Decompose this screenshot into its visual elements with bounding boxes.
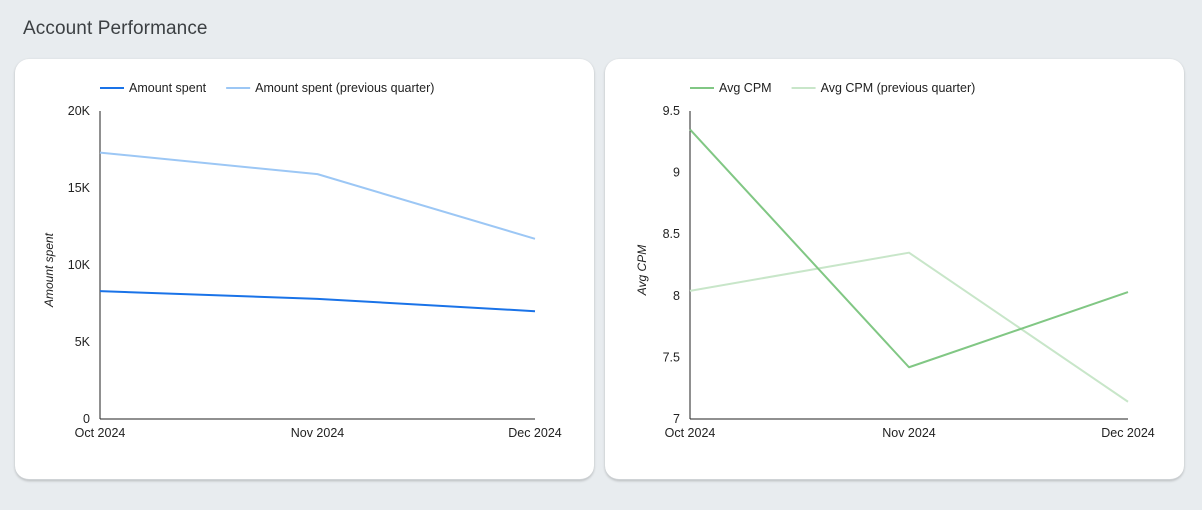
series-line-avg-cpm <box>689 128 1129 369</box>
x-tick-label: Dec 2024 <box>1101 426 1155 440</box>
y-tick-label: 8 <box>673 289 680 303</box>
series-line-amount-spent-previous-quarter <box>99 151 536 240</box>
x-tick-label: Oct 2024 <box>75 426 126 440</box>
series-line-avg-cpm-previous-quarter <box>689 251 1129 403</box>
y-tick-label: 7 <box>673 412 680 426</box>
y-tick-label: 7.5 <box>663 350 680 364</box>
series-line-amount-spent <box>99 290 536 313</box>
amount-spent-line-chart: Amount spent Amount spent (previous quart… <box>42 81 562 440</box>
avg-cpm-line-chart: Avg CPM Avg CPM (previous quarter) 7 7.5 8 8.… <box>635 81 1155 440</box>
x-tick-label: Dec 2024 <box>508 426 562 440</box>
y-tick-label: 9 <box>673 166 680 180</box>
y-tick-label: 15K <box>68 181 91 195</box>
y-tick-label: 9.5 <box>663 104 680 118</box>
avg-cpm-chart-card: Avg CPM Avg CPM (previous quarter) 7 7.5 8 8.… <box>605 59 1184 480</box>
legend-label-amount-spent-previous-quarter: Amount spent (previous quarter) <box>255 81 434 95</box>
legend-label-avg-cpm-previous-quarter: Avg CPM (previous quarter) <box>821 81 976 95</box>
x-tick-label: Nov 2024 <box>882 426 936 440</box>
legend-label-avg-cpm: Avg CPM <box>719 81 772 95</box>
amount-spent-chart-card: Amount spent Amount spent (previous quart… <box>15 59 594 480</box>
page-title: Account Performance <box>23 18 208 39</box>
y-tick-label: 0 <box>83 412 90 426</box>
x-tick-label: Nov 2024 <box>291 426 345 440</box>
y-axis-label: Amount spent <box>42 232 56 308</box>
y-tick-label: 8.5 <box>663 227 680 241</box>
x-tick-label: Oct 2024 <box>665 426 716 440</box>
y-axis-label: Avg CPM <box>635 245 649 296</box>
legend-label-amount-spent: Amount spent <box>129 81 207 95</box>
y-tick-label: 10K <box>68 258 91 272</box>
y-tick-label: 5K <box>75 335 91 349</box>
y-tick-label: 20K <box>68 104 91 118</box>
